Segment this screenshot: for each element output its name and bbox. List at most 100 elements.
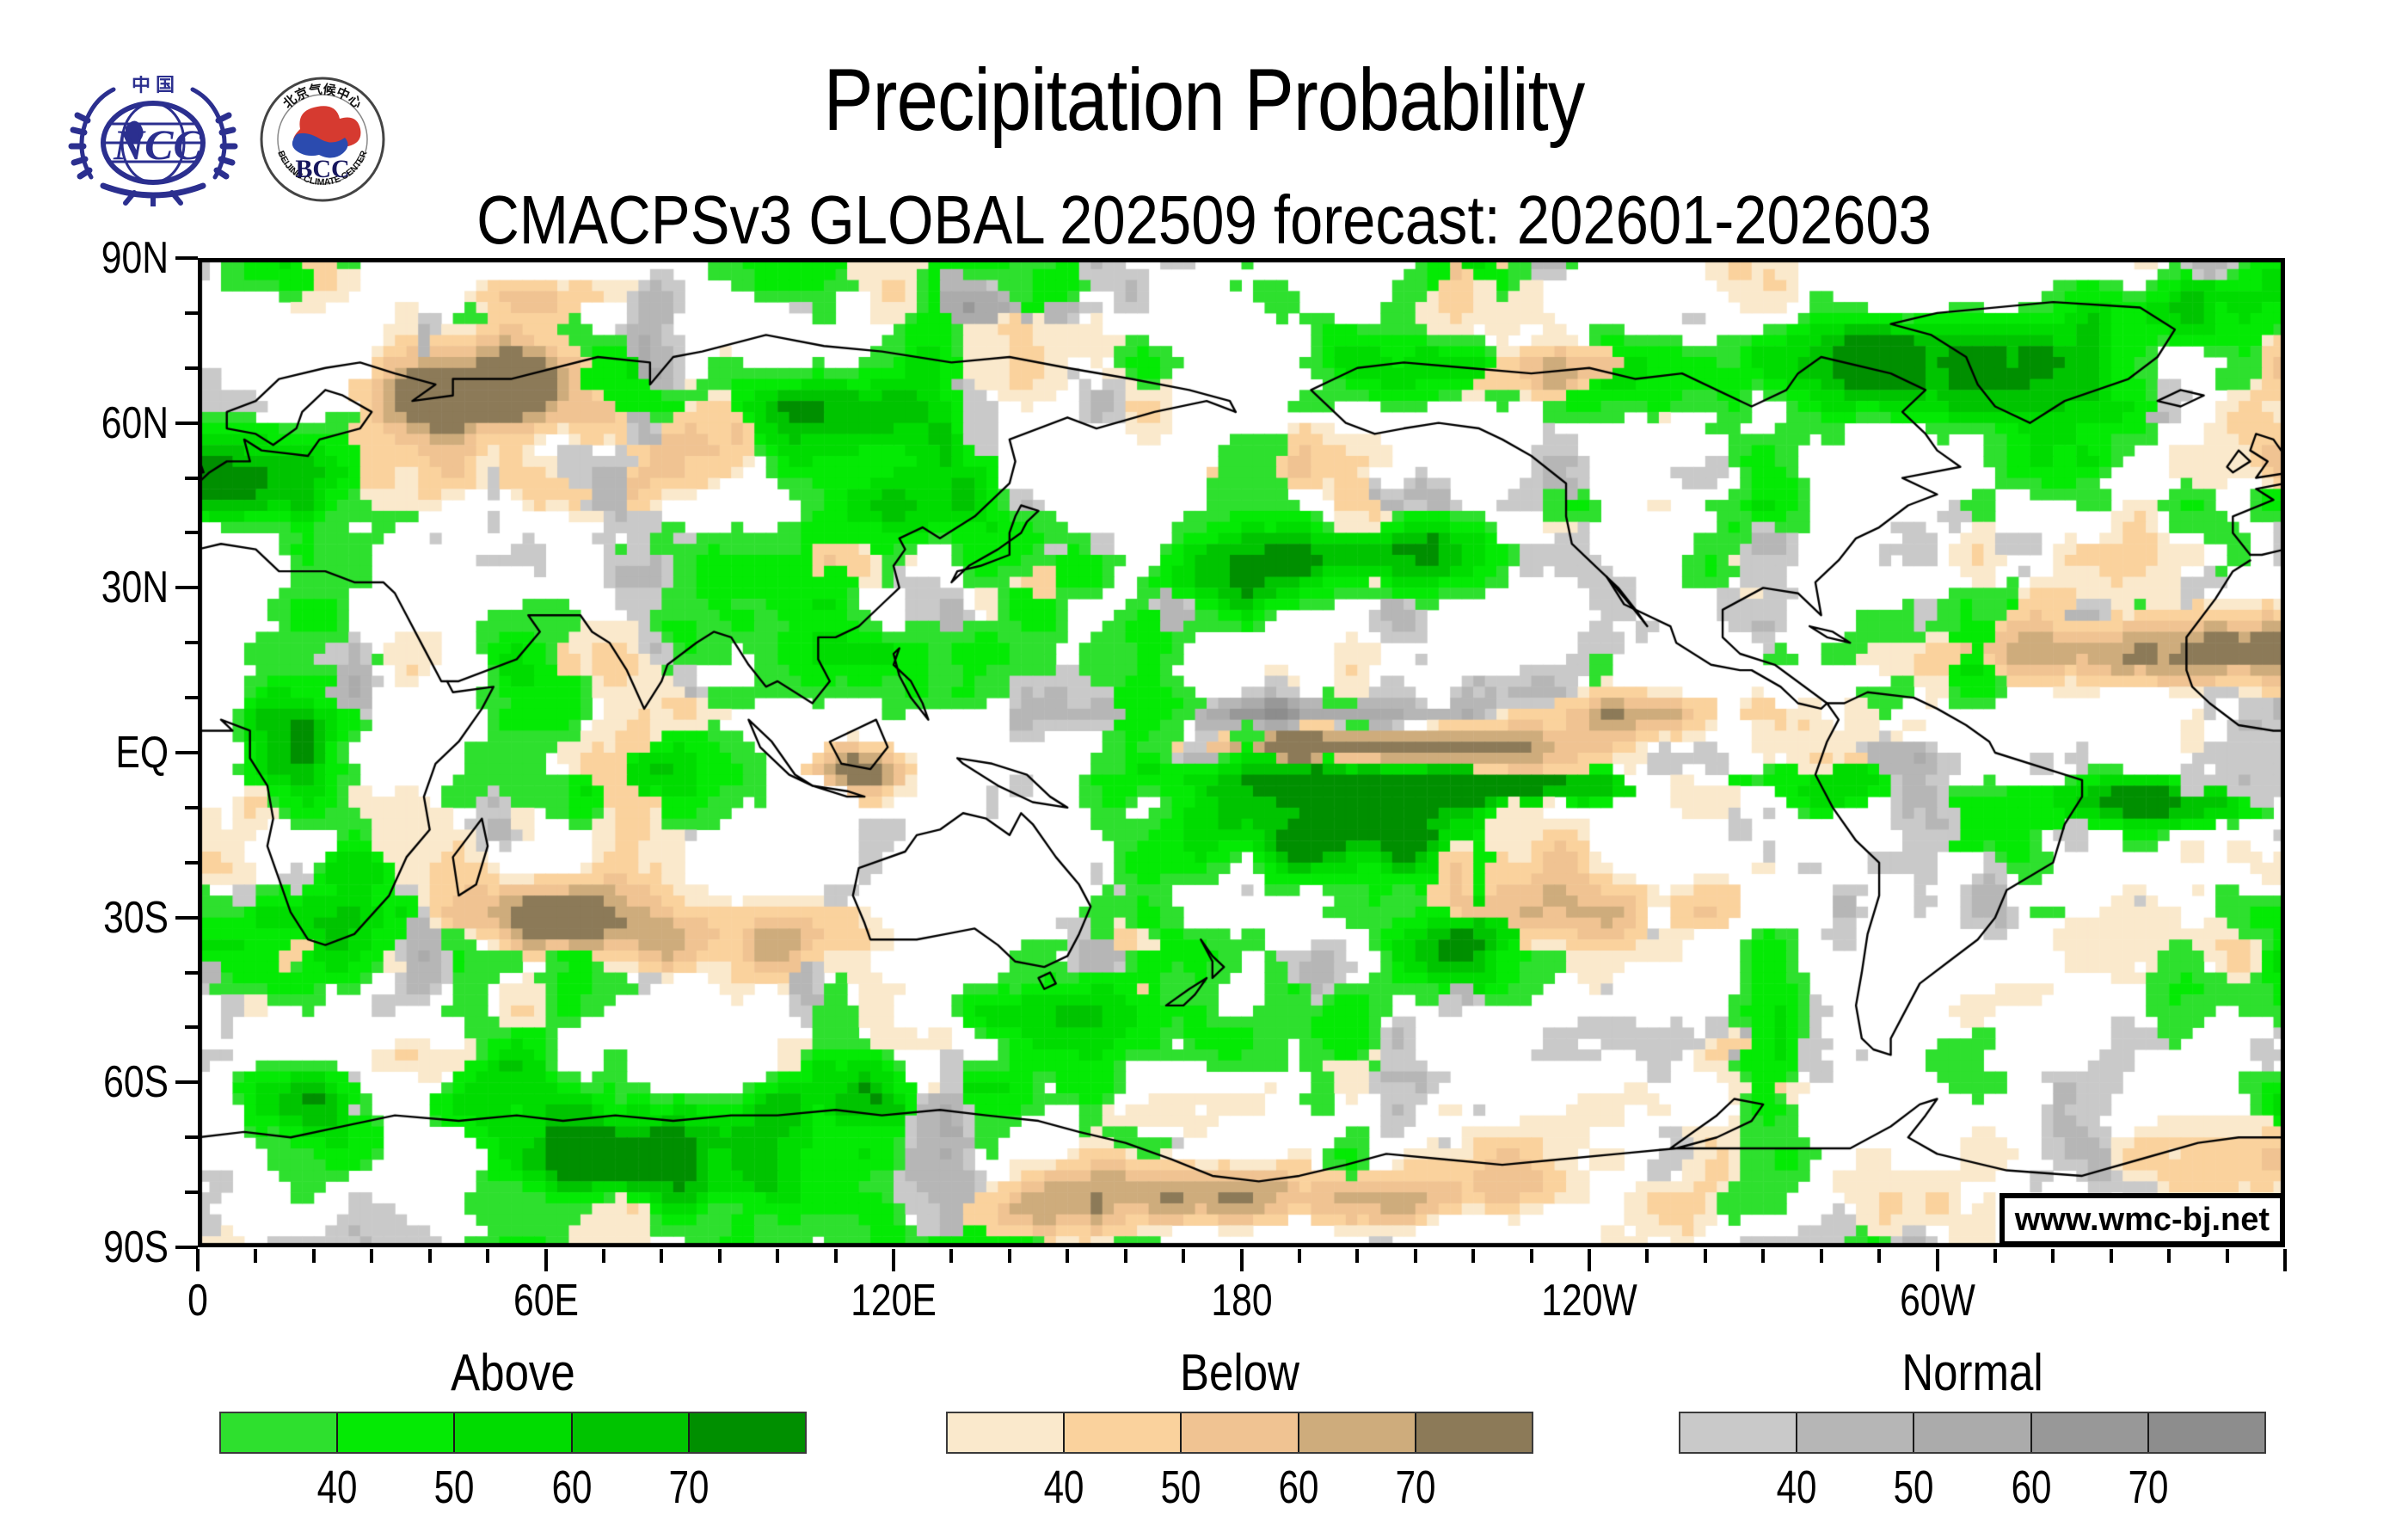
legend-tick-label: 70	[668, 1461, 710, 1513]
y-axis-tick	[185, 641, 198, 645]
legend-colorbar	[1679, 1412, 2266, 1454]
legend-cell	[570, 1413, 688, 1452]
y-axis-tick	[175, 586, 198, 590]
legend-tick-label: 50	[1893, 1461, 1934, 1513]
legend-tick-label: 60	[1278, 1461, 1319, 1513]
x-axis-tick	[427, 1249, 432, 1263]
x-axis-tick	[833, 1249, 838, 1263]
legend-colorbar	[219, 1412, 807, 1454]
y-axis-tick	[185, 531, 198, 535]
bcc-cloud-blue	[292, 132, 348, 158]
world-map-canvas	[198, 258, 2285, 1247]
legend-cell	[1297, 1413, 1415, 1452]
bcc-acronym: BCC	[295, 155, 349, 183]
y-axis-label: 90N	[101, 233, 169, 283]
x-axis-tick	[2167, 1249, 2172, 1263]
legend-cell	[1180, 1413, 1298, 1452]
x-axis-tick	[1297, 1249, 1301, 1263]
y-axis-tick	[185, 696, 198, 700]
y-axis-tick	[175, 751, 198, 754]
x-axis-tick	[1819, 1249, 1823, 1263]
x-axis-tick	[1935, 1249, 1939, 1271]
legend-colorbar	[946, 1412, 1533, 1454]
legend-section-below: Below 40 50 60 70	[946, 1347, 1533, 1519]
y-axis-tick	[185, 860, 198, 865]
x-axis-tick	[1645, 1249, 1649, 1263]
x-axis-tick	[1239, 1249, 1244, 1271]
legend-tick-label: 60	[2011, 1461, 2052, 1513]
y-axis-tick	[185, 1135, 198, 1140]
x-axis-tick	[1993, 1249, 1997, 1263]
y-axis-tick	[175, 915, 198, 920]
legend-tick-label: 40	[1776, 1461, 1817, 1513]
legend-cell	[1680, 1413, 1797, 1452]
legend-title: Above	[451, 1344, 575, 1401]
y-axis-tick	[185, 311, 198, 315]
x-axis-tick	[1182, 1249, 1186, 1263]
x-axis-tick	[1355, 1249, 1360, 1263]
legend-cell	[221, 1413, 337, 1452]
x-axis-tick	[1529, 1249, 1533, 1263]
legend-title: Below	[1180, 1344, 1299, 1401]
x-axis-tick	[717, 1249, 722, 1263]
bcc-logo: 北京气候中心 BEIJING CLIMATE CENTER BCC	[260, 77, 385, 202]
legend-cell	[1796, 1413, 1914, 1452]
legend-section-above: Above 40 50 60 70	[219, 1347, 807, 1519]
x-axis-tick	[1471, 1249, 1476, 1263]
x-axis-tick	[1123, 1249, 1127, 1263]
y-axis-tick	[185, 476, 198, 480]
y-axis-label: 30N	[101, 563, 169, 613]
x-axis-tick	[660, 1249, 664, 1263]
y-axis-tick	[175, 421, 198, 425]
watermark-box: www.wmc-bj.net	[1999, 1193, 2285, 1246]
ncc-logo: NCC 中 国	[68, 76, 238, 206]
legend-tick-label: 50	[1160, 1461, 1201, 1513]
legend-tick-label: 40	[1043, 1461, 1084, 1513]
x-axis-tick	[1007, 1249, 1011, 1263]
y-axis-tick	[175, 1246, 198, 1249]
y-axis-tick	[185, 366, 198, 370]
x-axis-tick	[1761, 1249, 1766, 1263]
y-axis-label: 60S	[103, 1057, 169, 1108]
x-axis-label: 60W	[1899, 1276, 1975, 1326]
y-axis-tick	[185, 1025, 198, 1030]
legend-section-normal: Normal 40 50 60 70	[1679, 1347, 2266, 1519]
x-axis-label: 120W	[1541, 1276, 1637, 1326]
page-subtitle: CMACPSv3 GLOBAL 202509 forecast: 202601-…	[476, 182, 1932, 258]
legend-cell	[1913, 1413, 2030, 1452]
x-axis-label: 60E	[513, 1276, 579, 1326]
x-axis-tick	[601, 1249, 605, 1263]
x-axis-tick	[2283, 1249, 2287, 1271]
y-axis-label: 90S	[103, 1222, 169, 1272]
x-axis-tick	[2109, 1249, 2113, 1263]
map-plot-area: www.wmc-bj.net	[198, 258, 2285, 1247]
x-axis-tick	[2051, 1249, 2055, 1263]
legend-cell	[1063, 1413, 1181, 1452]
x-axis-label: 0	[187, 1276, 208, 1326]
legend-cell	[336, 1413, 454, 1452]
y-axis-tick	[185, 1191, 198, 1195]
x-axis-label: 120E	[851, 1276, 937, 1326]
legend-tick-label: 70	[2128, 1461, 2169, 1513]
y-axis-tick	[185, 805, 198, 809]
x-axis-tick	[1703, 1249, 1707, 1263]
x-axis-tick	[1413, 1249, 1417, 1263]
legend-cell	[1414, 1413, 1533, 1452]
y-axis-label: 30S	[103, 892, 169, 943]
ncc-country-text: 中 国	[132, 76, 175, 95]
ncc-acronym: NCC	[113, 120, 202, 169]
legend-cell	[948, 1413, 1064, 1452]
x-axis-tick	[370, 1249, 374, 1263]
y-axis-label: EQ	[115, 728, 169, 778]
ncc-globe-land	[126, 120, 144, 145]
x-axis-tick	[544, 1249, 548, 1271]
legend-cell	[687, 1413, 806, 1452]
x-axis-tick	[486, 1249, 490, 1263]
y-axis-label: 60N	[101, 397, 169, 448]
legend-title: Normal	[1901, 1344, 2043, 1401]
legend-cell	[2147, 1413, 2265, 1452]
x-axis-tick	[1588, 1249, 1591, 1271]
